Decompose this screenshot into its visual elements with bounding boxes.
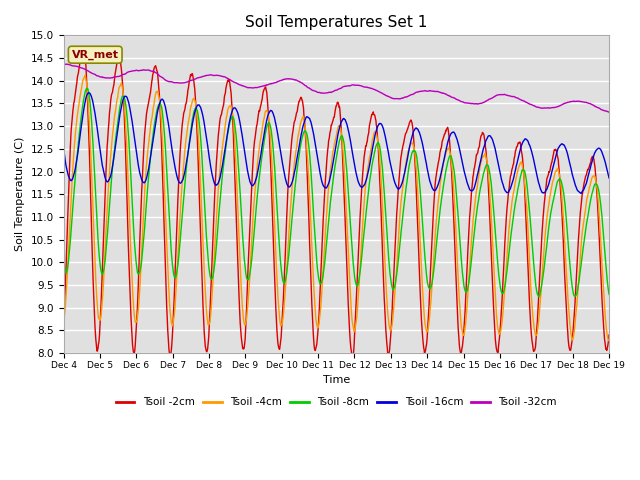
X-axis label: Time: Time [323, 375, 350, 385]
Legend: Tsoil -2cm, Tsoil -4cm, Tsoil -8cm, Tsoil -16cm, Tsoil -32cm: Tsoil -2cm, Tsoil -4cm, Tsoil -8cm, Tsoi… [111, 393, 561, 411]
Text: VR_met: VR_met [72, 49, 118, 60]
Title: Soil Temperatures Set 1: Soil Temperatures Set 1 [245, 15, 428, 30]
Y-axis label: Soil Temperature (C): Soil Temperature (C) [15, 137, 25, 252]
